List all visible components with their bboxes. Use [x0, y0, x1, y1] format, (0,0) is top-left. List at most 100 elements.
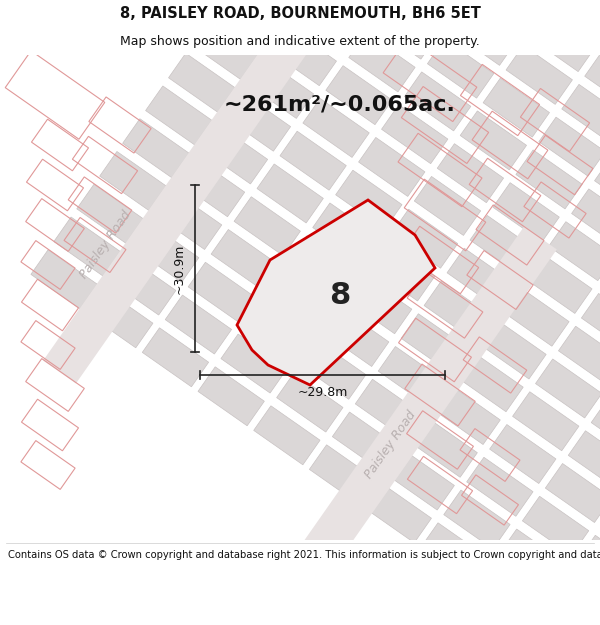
Polygon shape [349, 33, 415, 92]
Polygon shape [346, 275, 412, 334]
Text: Contains OS data © Crown copyright and database right 2021. This information is : Contains OS data © Crown copyright and d… [8, 550, 600, 560]
Polygon shape [303, 99, 369, 158]
Polygon shape [293, 0, 359, 53]
Polygon shape [280, 131, 346, 190]
Polygon shape [421, 523, 487, 582]
Polygon shape [257, 164, 323, 223]
Polygon shape [493, 182, 559, 242]
Polygon shape [437, 144, 503, 202]
Polygon shape [31, 250, 97, 309]
Text: 8: 8 [329, 281, 350, 309]
Polygon shape [539, 117, 600, 176]
Text: Paisley Road: Paisley Road [77, 209, 133, 281]
Polygon shape [467, 458, 533, 516]
Polygon shape [490, 424, 556, 484]
Polygon shape [43, 16, 317, 384]
Polygon shape [476, 562, 543, 621]
Polygon shape [424, 281, 490, 340]
Polygon shape [529, 12, 595, 72]
Polygon shape [122, 119, 189, 178]
Text: ~261m²/~0.065ac.: ~261m²/~0.065ac. [224, 95, 456, 115]
Polygon shape [457, 352, 523, 412]
Polygon shape [313, 203, 379, 262]
Polygon shape [575, 0, 600, 6]
Polygon shape [545, 464, 600, 522]
Polygon shape [191, 21, 258, 79]
Polygon shape [214, 0, 281, 47]
Polygon shape [202, 125, 268, 184]
Polygon shape [100, 151, 166, 211]
Polygon shape [238, 0, 304, 14]
Polygon shape [365, 484, 431, 542]
Polygon shape [290, 236, 356, 295]
Polygon shape [224, 92, 290, 151]
Text: 8, PAISLEY ROAD, BOURNEMOUTH, BH6 5ET: 8, PAISLEY ROAD, BOURNEMOUTH, BH6 5ET [119, 6, 481, 21]
Polygon shape [368, 242, 435, 301]
Polygon shape [299, 340, 366, 399]
Polygon shape [355, 379, 422, 438]
Polygon shape [516, 150, 582, 209]
Polygon shape [359, 138, 425, 196]
Polygon shape [382, 104, 448, 164]
Polygon shape [591, 398, 600, 457]
Polygon shape [411, 418, 478, 478]
Polygon shape [473, 0, 539, 32]
Polygon shape [578, 535, 600, 594]
Polygon shape [548, 222, 600, 281]
Polygon shape [270, 27, 337, 86]
Polygon shape [401, 314, 467, 372]
Polygon shape [244, 301, 310, 360]
Polygon shape [310, 445, 376, 504]
Text: ~30.9m: ~30.9m [173, 243, 185, 294]
Polygon shape [585, 52, 600, 111]
Polygon shape [562, 84, 600, 143]
Polygon shape [142, 328, 209, 387]
Polygon shape [536, 359, 600, 418]
Polygon shape [427, 39, 494, 98]
Polygon shape [332, 412, 398, 471]
Polygon shape [526, 254, 592, 314]
Polygon shape [523, 496, 589, 555]
Polygon shape [254, 406, 320, 465]
Polygon shape [326, 66, 392, 124]
Polygon shape [391, 209, 458, 268]
Polygon shape [480, 320, 546, 379]
Polygon shape [499, 529, 566, 588]
Polygon shape [237, 200, 435, 385]
Polygon shape [395, 0, 461, 26]
Polygon shape [470, 216, 536, 274]
Polygon shape [555, 568, 600, 625]
Polygon shape [460, 111, 527, 170]
Text: Paisley Road: Paisley Road [362, 409, 418, 481]
Polygon shape [110, 256, 176, 315]
Polygon shape [316, 0, 382, 20]
Polygon shape [595, 156, 600, 215]
Polygon shape [198, 367, 265, 426]
Polygon shape [414, 176, 481, 236]
Polygon shape [133, 223, 199, 282]
Polygon shape [581, 294, 600, 352]
Polygon shape [506, 46, 572, 104]
Polygon shape [86, 289, 153, 348]
Polygon shape [532, 601, 599, 625]
Polygon shape [221, 334, 287, 393]
Polygon shape [54, 217, 120, 276]
Polygon shape [211, 229, 277, 289]
Polygon shape [483, 78, 550, 137]
Polygon shape [169, 53, 235, 112]
Polygon shape [277, 373, 343, 432]
Polygon shape [155, 191, 222, 249]
Polygon shape [77, 184, 143, 243]
Polygon shape [234, 197, 301, 256]
Polygon shape [404, 72, 471, 131]
Polygon shape [178, 158, 245, 217]
Polygon shape [247, 59, 314, 118]
Polygon shape [503, 288, 569, 346]
Polygon shape [267, 269, 333, 328]
Polygon shape [372, 0, 438, 59]
Polygon shape [188, 262, 254, 321]
Text: ~29.8m: ~29.8m [298, 386, 347, 399]
Polygon shape [165, 295, 232, 354]
Polygon shape [552, 0, 600, 39]
Polygon shape [388, 451, 454, 510]
